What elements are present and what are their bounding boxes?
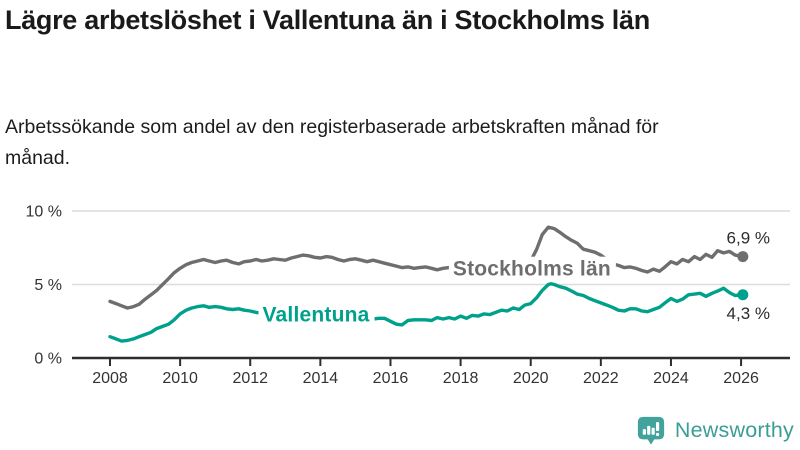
series-end-value: 4,3 %: [727, 304, 770, 323]
series-label: Stockholms län: [453, 258, 611, 281]
series-end-dot: [737, 251, 749, 263]
x-axis-label: 2022: [583, 370, 619, 387]
x-axis-label: 2014: [303, 370, 339, 387]
chart-title: Lägre arbetslöshet i Vallentuna än i Sto…: [5, 5, 650, 35]
x-axis-label: 2026: [723, 370, 759, 387]
x-axis-label: 2016: [373, 370, 409, 387]
y-axis-label: 10 %: [26, 204, 62, 221]
series-end-value: 6,9 %: [727, 229, 770, 248]
unemployment-line-chart: 0 % 5 % 10 % 2008 2010 2012 2014 2016 2018 2020 20…: [26, 204, 790, 387]
series-label: Vallentuna: [263, 303, 370, 326]
x-axis-label: 2024: [653, 370, 689, 387]
series-end-dot: [737, 289, 749, 301]
y-axis-label: 0 %: [34, 351, 62, 368]
x-axis-label: 2020: [513, 370, 549, 387]
newsworthy-brand: Newsworthy: [636, 415, 794, 446]
chart-subtitle: Arbetssökande som andel av den registerb…: [5, 116, 659, 170]
series-line: [108, 225, 745, 310]
y-axis-label: 5 %: [34, 277, 62, 294]
brand-name: Newsworthy: [674, 418, 794, 442]
series-label-mask: [258, 302, 375, 328]
x-axis-label: 2012: [232, 370, 268, 387]
series-label-mask: [448, 256, 616, 282]
x-axis-label: 2018: [443, 370, 479, 387]
newsworthy-logo-icon: [637, 416, 665, 445]
series-line: [108, 282, 745, 343]
x-axis-label: 2010: [162, 370, 198, 387]
x-axis-label: 2008: [92, 370, 128, 387]
